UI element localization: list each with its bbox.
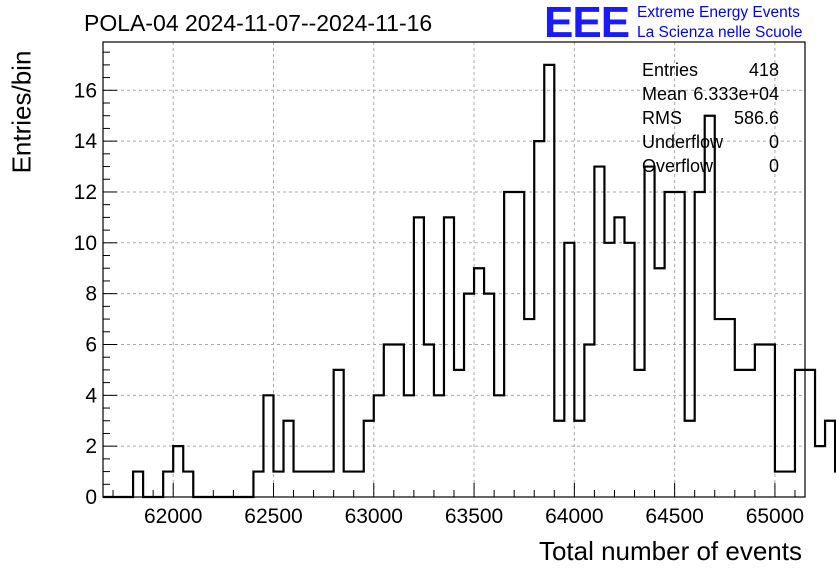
histogram-bin <box>314 472 324 497</box>
x-tick-label: 64500 <box>645 505 703 528</box>
eee-logo: EEE Extreme Energy Events La Scienza nel… <box>544 0 834 47</box>
histogram-bin <box>614 217 624 497</box>
histogram-bin <box>474 268 484 497</box>
histogram-bin <box>524 319 534 497</box>
histogram-bin <box>414 217 424 497</box>
x-axis-label: Total number of events <box>538 536 802 566</box>
histogram-bin <box>604 243 614 497</box>
y-tick-label: 16 <box>74 79 97 102</box>
stat-label: Entries <box>642 60 699 80</box>
histogram-bin <box>444 217 454 497</box>
y-tick-label: 10 <box>74 232 97 255</box>
x-tick-label: 62000 <box>144 505 202 528</box>
histogram-bin <box>785 472 795 497</box>
logo-line-2: La Scienza nelle Scuole <box>637 24 803 41</box>
histogram-bin <box>133 472 143 497</box>
histogram-bin <box>574 421 584 497</box>
histogram-bin <box>685 421 695 497</box>
x-tick-label: 64000 <box>545 505 603 528</box>
histogram-bin <box>564 243 574 497</box>
stat-value: 0 <box>768 156 779 176</box>
histogram-bin <box>163 472 173 497</box>
histogram-bin <box>364 421 374 497</box>
histogram-bin <box>183 472 193 497</box>
chart-title: POLA-04 2024-11-07--2024-11-16 <box>84 10 433 36</box>
stat-row-mean: Mean 6.333e+04 <box>642 82 779 106</box>
histogram-bin <box>755 344 765 497</box>
histogram-bin <box>424 344 434 497</box>
histogram-bin <box>354 472 364 497</box>
histogram-bin <box>253 472 263 497</box>
histogram-bin <box>645 167 655 497</box>
y-tick-label: 0 <box>85 486 97 509</box>
histogram-bin <box>273 472 283 497</box>
histogram-bin <box>384 344 394 497</box>
histogram-bin <box>715 319 725 497</box>
stat-row-underflow: Underflow 0 <box>642 130 779 154</box>
stat-row-overflow: Overflow 0 <box>642 154 779 178</box>
x-tick-label: 63000 <box>345 505 403 528</box>
stats-box: Entries 418 Mean 6.333e+04 RMS 586.6 Und… <box>642 58 779 178</box>
histogram-bin <box>635 370 645 497</box>
stat-label: RMS <box>642 108 682 128</box>
histogram-bin <box>805 370 815 497</box>
stat-label: Underflow <box>642 132 724 152</box>
histogram-bin <box>304 472 314 497</box>
histogram-bin <box>775 472 785 497</box>
histogram-bin <box>334 370 344 497</box>
stat-row-rms: RMS 586.6 <box>642 106 779 130</box>
histogram-bin <box>344 472 354 497</box>
y-tick-label: 4 <box>85 384 97 407</box>
histogram-bin <box>735 370 745 497</box>
histogram-bin <box>324 472 334 497</box>
histogram-line <box>103 63 836 499</box>
y-axis-label: Entries/bin <box>6 50 37 174</box>
histogram-bin <box>544 65 554 497</box>
histogram-bin <box>284 421 294 497</box>
histogram-bin <box>534 141 544 497</box>
histogram-bin <box>655 268 665 497</box>
histogram-bin <box>173 446 183 497</box>
stat-label: Overflow <box>642 156 714 176</box>
y-tick-label: 8 <box>85 283 97 306</box>
y-tick-label: 2 <box>85 435 97 458</box>
stat-value: 6.333e+04 <box>693 84 779 104</box>
x-tick-label: 63500 <box>445 505 503 528</box>
histogram-bin <box>725 319 735 497</box>
histogram-bin <box>554 421 564 497</box>
x-tick-label: 65000 <box>746 505 804 528</box>
histogram-bin <box>454 370 464 497</box>
stat-row-entries: Entries 418 <box>642 58 779 82</box>
stat-value: 418 <box>748 60 779 80</box>
histogram-bin <box>745 370 755 497</box>
histogram-bin <box>624 243 634 497</box>
x-tick-label: 62500 <box>244 505 302 528</box>
histogram-bin <box>795 370 805 497</box>
stat-value: 586.6 <box>733 108 779 128</box>
y-tick-label: 12 <box>74 181 97 204</box>
histogram-bin <box>825 421 835 497</box>
histogram-bin <box>584 344 594 497</box>
histogram-bin <box>594 167 604 497</box>
histogram-bin <box>394 344 404 497</box>
logo-line-1: Extreme Energy Events <box>637 4 800 21</box>
eee-logo-mark: EEE <box>544 0 630 47</box>
y-tick-label: 6 <box>85 333 97 356</box>
histogram-bin <box>294 472 304 497</box>
histogram-bin <box>765 344 775 497</box>
histogram-bin <box>815 446 825 497</box>
stat-value: 0 <box>768 132 779 152</box>
y-tick-label: 14 <box>74 130 98 153</box>
stat-label: Mean <box>642 84 688 104</box>
